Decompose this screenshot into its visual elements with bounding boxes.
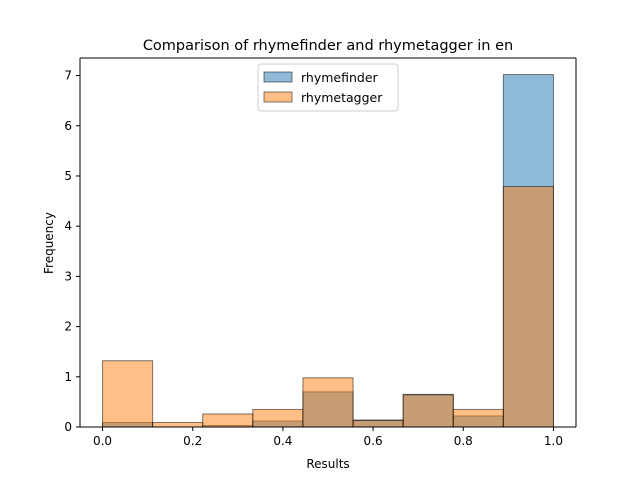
bar-rhymetagger-7	[452, 408, 504, 428]
y-tick-label: 5	[64, 169, 72, 183]
chart-title: Comparison of rhymefinder and rhymetagge…	[143, 38, 513, 54]
bar-rhymetagger-0	[102, 360, 154, 428]
x-tick-label: 1.0	[544, 434, 563, 448]
legend-swatch-rhymefinder	[263, 71, 293, 83]
y-tick-label: 1	[64, 370, 72, 384]
y-tick-label: 6	[64, 119, 72, 133]
bar-rhymetagger-5	[352, 419, 404, 428]
axes-layer: 0.0 0.2 0.4 0.6 0.8 1.0 0 1 2 3 4 5 6 7	[64, 57, 577, 448]
bar-rhymetagger-4	[302, 377, 354, 428]
bars-layer	[102, 74, 554, 428]
legend-box	[257, 63, 399, 112]
y-tick-label: 7	[64, 69, 72, 83]
bar-rhymetagger-1	[152, 421, 204, 428]
bar-rhymetagger-3	[252, 408, 304, 428]
x-tick-label: 0.4	[273, 434, 292, 448]
bar-rhymetagger-8	[502, 186, 554, 428]
y-tick-label: 0	[64, 420, 72, 434]
y-axis-label: Frequency	[42, 212, 56, 274]
legend-label-rhymefinder: rhymefinder	[301, 70, 379, 85]
bar-rhymetagger-6	[402, 394, 454, 428]
legend: rhymefinder rhymetagger	[257, 63, 399, 112]
legend-swatch-rhymetagger	[263, 91, 293, 103]
x-tick-label: 0.0	[93, 434, 112, 448]
bar-rhymetagger-2	[202, 413, 254, 428]
x-axis-label: Results	[306, 457, 349, 471]
legend-label-rhymetagger: rhymetagger	[301, 90, 383, 105]
x-tick-label: 0.6	[364, 434, 383, 448]
x-tick-label: 0.8	[454, 434, 473, 448]
y-tick-label: 3	[64, 269, 72, 283]
x-tick-label: 0.2	[183, 434, 202, 448]
y-tick-label: 4	[64, 219, 72, 233]
y-tick-label: 2	[64, 320, 72, 334]
